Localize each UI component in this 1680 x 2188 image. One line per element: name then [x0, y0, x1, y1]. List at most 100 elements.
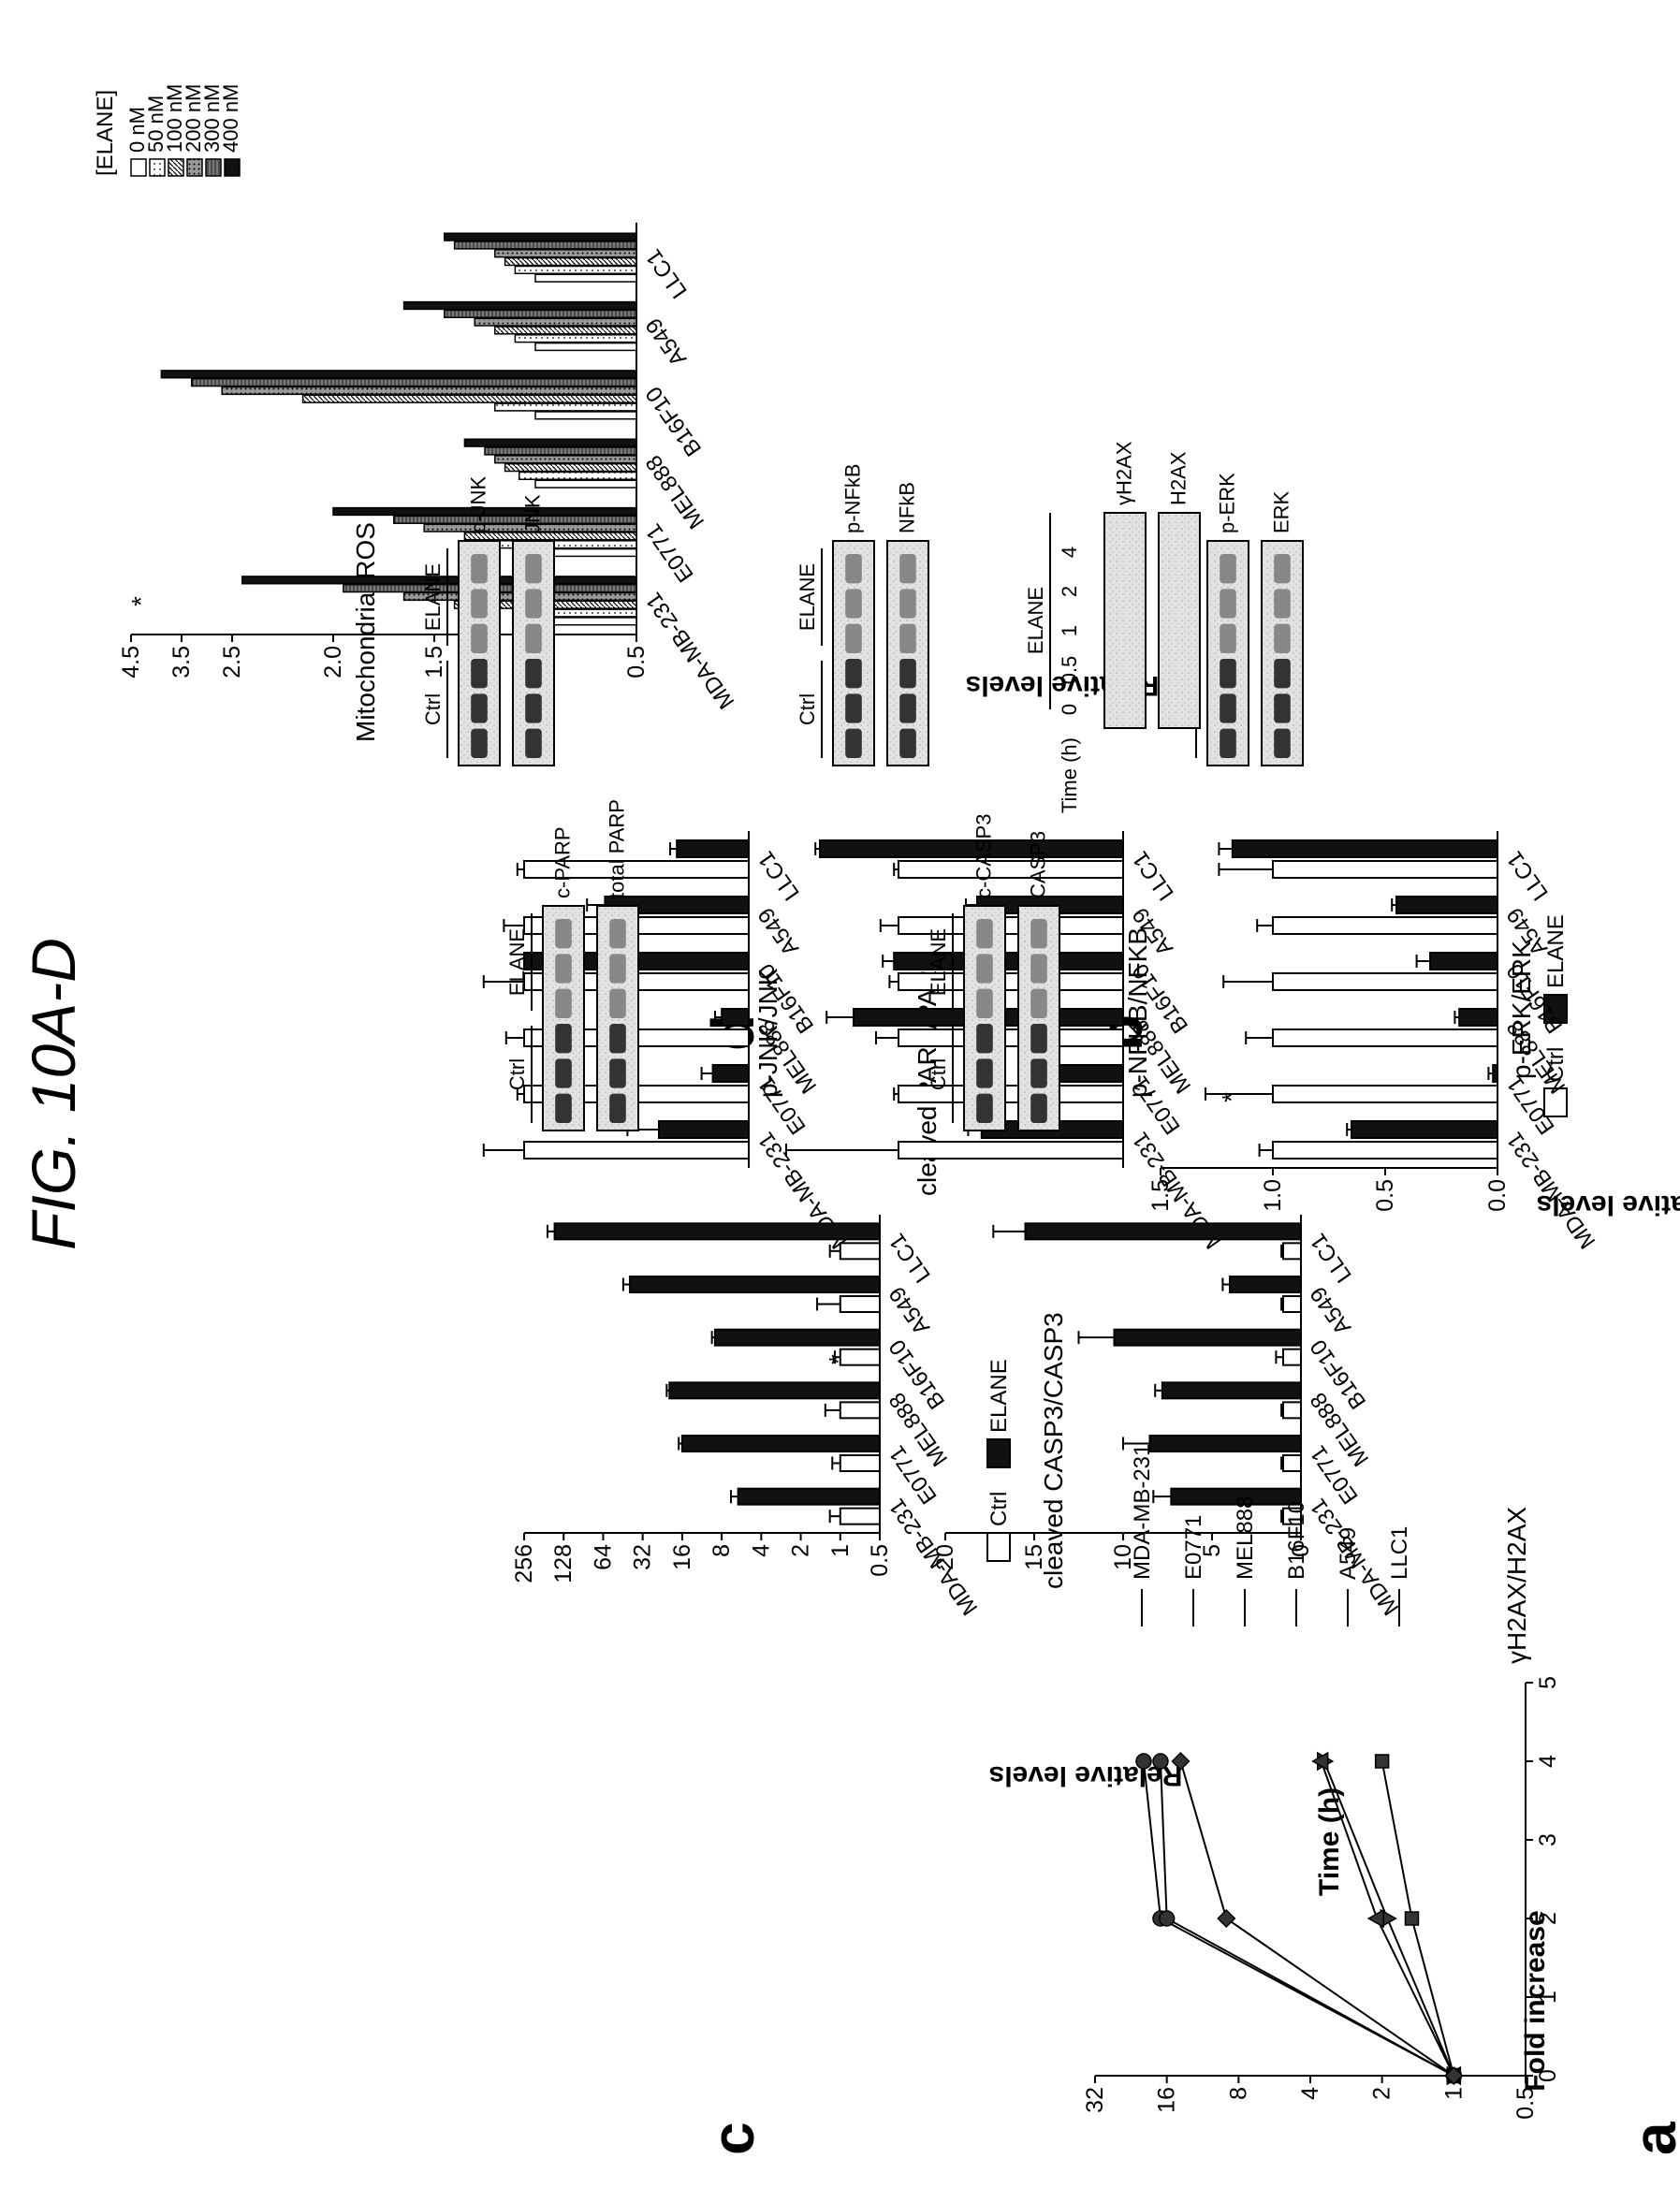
- chart-b-legend-swatch: [224, 158, 241, 177]
- chart-d1-category-label: LLC1: [1306, 1229, 1357, 1287]
- chart-b-bar: [393, 515, 637, 524]
- chart-a3-bar-elane: [676, 839, 751, 858]
- chart-a3-blot-group-label: ELANE: [421, 563, 445, 631]
- chart-d1-blot-band: [976, 954, 993, 984]
- chart-b-bar: [504, 462, 637, 473]
- chart-b-bar: [463, 438, 637, 447]
- chart-d2-blot-band: [609, 1024, 626, 1054]
- chart-d2-ytick-label: 4: [748, 1544, 774, 1557]
- chart-a3-bar-elane: [721, 1008, 751, 1027]
- chart-d2-blot-band: [609, 954, 626, 984]
- chart-d2-category-label: MDA-MB-231: [884, 1494, 983, 1620]
- chart-d1-bar-ctrl: [1282, 1348, 1302, 1366]
- chart-d1-bar-elane: [1161, 1381, 1303, 1400]
- chart-d1-blot-band: [1030, 988, 1047, 1018]
- legend-elane-label: ELANE: [1543, 914, 1569, 988]
- chart-a2-bar-ctrl: [898, 1028, 1124, 1047]
- chart-d1-bar-elane: [1229, 1276, 1302, 1293]
- chart-a3-category-label: LLC1: [753, 847, 805, 905]
- chart-c-legend-label: MDA-MB-231: [1130, 1444, 1155, 1580]
- chart-d2-ytick-label: 256: [511, 1544, 537, 1583]
- chart-d1-ytick-label: 0: [1288, 1544, 1314, 1557]
- chart-a2-blot-band: [899, 554, 916, 584]
- chart-b-annotation: *: [126, 596, 155, 606]
- chart-c-blot-group-label: ELANE: [1024, 587, 1047, 654]
- chart-a3-bar-ctrl: [523, 1141, 750, 1160]
- chart-a3-bar-elane: [711, 1064, 750, 1083]
- chart-c-blot: Time (h) ELANE 0 0.5 1 2 4 γH2AX H2AX: [1024, 441, 1201, 813]
- chart-a3-blot-row-label: p-JNK: [467, 476, 490, 533]
- chart-b-bar: [534, 411, 637, 420]
- chart-a1-blot-band: [1220, 659, 1236, 689]
- chart-a1-bar-elane: [1395, 896, 1498, 914]
- chart-d1-bar-elane: [1113, 1328, 1302, 1347]
- chart-a3-blot-row-label: JNK: [521, 494, 545, 533]
- legend-d-ctrl-label: Ctrl: [986, 1492, 1012, 1526]
- chart-a3-blot-band: [525, 728, 542, 758]
- chart-a3-blot-band: [471, 554, 488, 584]
- chart-b-bar: [221, 386, 637, 396]
- chart-a2-blot-band: [845, 693, 862, 723]
- chart-a3-blot: p-JNK JNK Ctrl ELANE: [421, 476, 555, 766]
- chart-b-bar: [518, 471, 637, 481]
- chart-d1-blot-row-label: c-CASP3: [972, 814, 996, 898]
- chart-b-legend-swatch: [186, 158, 203, 177]
- chart-b-bar: [191, 377, 637, 387]
- chart-a1-ytick-label: 0.5: [1372, 1179, 1398, 1212]
- chart-a2-blot-group-label: ELANE: [796, 563, 819, 631]
- chart-d2-ytick-label: 128: [550, 1544, 577, 1583]
- chart-c-title: γH2AX/H2AX: [1502, 1507, 1531, 1664]
- chart-c-xtick-label: 1: [1535, 1991, 1561, 2004]
- chart-c-ytick-label: 2: [1369, 2087, 1395, 2100]
- chart-d2-blot-row-label: total PARP: [606, 799, 629, 898]
- chart-d2-bar-elane: [680, 1435, 882, 1452]
- chart-b-title: Mitochondrial ROS: [351, 522, 380, 742]
- chart-b-category-label: MDA-MB-231: [641, 588, 739, 714]
- chart-c-point: [1374, 1754, 1390, 1769]
- chart-c-legend-label: LLC1: [1387, 1526, 1412, 1580]
- chart-d2-bar-elane: [553, 1222, 881, 1241]
- chart-d2-ytick-label: 64: [590, 1544, 616, 1570]
- chart-c-xtick-label: 3: [1535, 1833, 1561, 1846]
- chart-a1-blot-band: [1274, 554, 1291, 584]
- chart-a2-blot-band: [899, 728, 916, 758]
- chart-a1-bar-ctrl: [1272, 1141, 1498, 1160]
- chart-a1-blot-band: [1274, 693, 1291, 723]
- chart-d1-blot-row-label: CASP3: [1027, 831, 1050, 898]
- chart-b-legend-label: 400 nM: [219, 84, 242, 153]
- chart-b-legend-label: 50 nM: [144, 95, 168, 153]
- chart-b-legend-label: 200 nM: [182, 84, 205, 153]
- chart-d2-bar-ctrl: [839, 1242, 881, 1261]
- chart-a2-blot-band: [899, 659, 916, 689]
- chart-a1-plot: 0.00.51.01.5 MDA-MB-231E0771MEL888B16F10A…: [1147, 831, 1600, 1253]
- chart-d2-category-label: LLC1: [884, 1229, 936, 1287]
- chart-a1-ytick-label: 1.5: [1147, 1179, 1174, 1212]
- chart-a3-blot-band: [525, 623, 542, 653]
- chart-d2-blot-band: [609, 1058, 626, 1088]
- chart-b-bar: [534, 273, 637, 283]
- chart-d1-bar-ctrl: [1282, 1295, 1302, 1313]
- chart-a2-blot: p-NFkB NFkB Ctrl ELANE: [796, 463, 929, 766]
- chart-a3-blot-band: [471, 693, 488, 723]
- chart-a2-blot-group-label: Ctrl: [796, 693, 819, 725]
- chart-d2-bar-elane: [713, 1328, 882, 1347]
- chart-c-legend-label: E0771: [1181, 1515, 1206, 1580]
- chart-b-legend-label: 300 nM: [200, 84, 224, 153]
- chart-d1-blot-band: [1030, 1058, 1047, 1088]
- chart-d2-bar-elane: [668, 1381, 882, 1400]
- chart-a3-blot-group-label: Ctrl: [421, 693, 445, 725]
- chart-a1-blot-row-label: ERK: [1270, 490, 1293, 533]
- chart-b-legend-title: [ELANE]: [93, 90, 118, 176]
- chart-a2-blot-row-label: NFkB: [896, 482, 919, 533]
- chart-d2-ytick-label: 16: [669, 1544, 695, 1570]
- chart-a3-blot-band: [471, 623, 488, 653]
- chart-a2-blot-band: [845, 554, 862, 584]
- chart-b-bar: [402, 300, 637, 311]
- chart-a1-ylabel: Relative levels: [1537, 1189, 1680, 1220]
- chart-b-bar: [494, 326, 637, 335]
- chart-d2-blot: c-PARP total PARP Ctrl ELANE: [505, 799, 639, 1131]
- chart-a3-blot-band: [525, 659, 542, 689]
- chart-d1-ytick-label: 10: [1110, 1544, 1136, 1570]
